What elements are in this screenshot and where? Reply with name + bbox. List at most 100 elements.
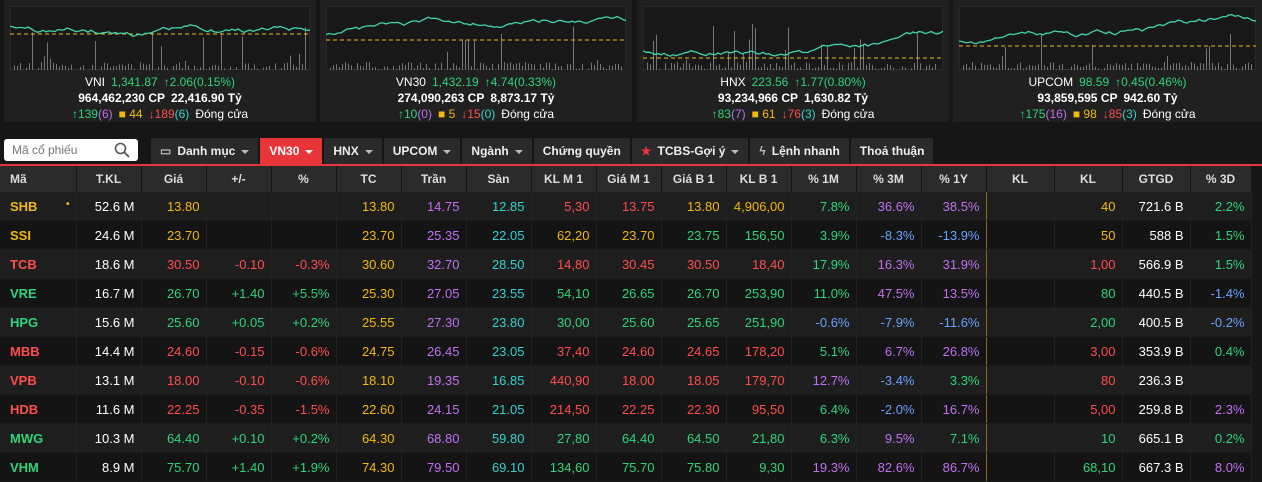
cell-sym[interactable]: SHB • xyxy=(0,192,76,221)
cell-sym[interactable]: HPG xyxy=(0,308,76,337)
chevron-down-icon[interactable] xyxy=(731,150,739,154)
column-header-10[interactable]: Giá B 1 xyxy=(661,166,726,192)
chevron-down-icon[interactable] xyxy=(515,150,523,154)
column-header-2[interactable]: Giá xyxy=(141,166,206,192)
chevron-down-icon[interactable] xyxy=(365,150,373,154)
column-header-15[interactable]: KL xyxy=(986,166,1054,192)
volume-bar xyxy=(468,41,469,70)
cell-sym[interactable]: MWG xyxy=(0,424,76,453)
tab-upcom[interactable]: UPCOM xyxy=(384,138,461,165)
column-header-7[interactable]: Sàn xyxy=(466,166,531,192)
column-header-13[interactable]: % 3M xyxy=(856,166,921,192)
index-volume: 274,090,263 CP xyxy=(398,90,485,106)
volume-bar xyxy=(504,62,505,70)
chevron-down-icon[interactable] xyxy=(241,150,249,154)
search-box[interactable] xyxy=(4,139,138,161)
column-header-1[interactable]: T.KL xyxy=(76,166,141,192)
cell-sym[interactable]: VPB xyxy=(0,366,76,395)
cell-value: 47.5% xyxy=(878,286,915,301)
tab-ng-nh[interactable]: Ngành xyxy=(462,138,531,165)
tab-ch-ng-quy-n[interactable]: Chứng quyền xyxy=(534,138,630,165)
tab-danh-m-c[interactable]: ▭Danh mục xyxy=(151,138,258,165)
cell-pct: +1.9% xyxy=(271,453,336,482)
cell-giab1: 30.50 xyxy=(661,250,726,279)
column-header-0[interactable]: Mã xyxy=(0,166,76,192)
cell-giam1: 75.70 xyxy=(596,453,661,482)
cell-sym[interactable]: VRE xyxy=(0,279,76,308)
column-header-5[interactable]: TC xyxy=(336,166,401,192)
cell-m1: 6.4% xyxy=(791,395,856,424)
volume-bar xyxy=(935,64,936,70)
column-header-6[interactable]: Trần xyxy=(401,166,466,192)
volume-bar xyxy=(710,63,711,70)
cell-value: 11.6 M xyxy=(96,402,135,417)
column-header-17[interactable]: GTGD xyxy=(1122,166,1190,192)
cell-value: 23.55 xyxy=(492,286,525,301)
volume-bar xyxy=(89,69,90,70)
advancers: ↑175(16) xyxy=(1019,106,1066,122)
volume-bar xyxy=(656,35,657,70)
cell-gtgd: 236.3 B xyxy=(1122,366,1190,395)
tab-hnx[interactable]: HNX xyxy=(324,138,381,165)
column-header-14[interactable]: % 1Y xyxy=(921,166,986,192)
volume-bar xyxy=(582,64,583,70)
advancers-count: 139 xyxy=(78,107,98,121)
column-header-4[interactable]: % xyxy=(271,166,336,192)
column-header-18[interactable]: % 3D xyxy=(1190,166,1251,192)
cell-sym[interactable]: MBB xyxy=(0,337,76,366)
volume-bar xyxy=(836,69,837,70)
volume-bar xyxy=(884,68,885,70)
cell-sym[interactable]: SSI xyxy=(0,221,76,250)
volume-bar xyxy=(866,65,867,70)
tab-tcbs-g-i-[interactable]: ★TCBS-Gợi ý xyxy=(632,138,749,165)
chevron-down-icon[interactable] xyxy=(305,150,313,154)
tab-tho-thu-n[interactable]: Thoả thuận xyxy=(851,138,934,165)
tab-label: Ngành xyxy=(471,138,508,165)
column-header-9[interactable]: Giá M 1 xyxy=(596,166,661,192)
column-header-16[interactable]: KL xyxy=(1054,166,1122,192)
chevron-down-icon[interactable] xyxy=(443,150,451,154)
search-input[interactable] xyxy=(4,139,124,161)
volume-bar xyxy=(411,63,412,70)
volume-bar xyxy=(1104,68,1105,70)
cell-sym[interactable]: HDB xyxy=(0,395,76,424)
index-volume-unit: CP xyxy=(468,91,485,105)
volume-bar xyxy=(1086,65,1087,70)
column-header-3[interactable]: +/- xyxy=(206,166,271,192)
volume-bar xyxy=(1089,63,1090,70)
tab-vn30[interactable]: VN30 xyxy=(260,138,322,165)
volume-bar xyxy=(351,65,352,70)
cell-gia: 25.60 xyxy=(141,308,206,337)
search-icon[interactable] xyxy=(114,142,130,158)
cell-sym[interactable]: VHM xyxy=(0,453,76,482)
volume-bar xyxy=(812,69,813,70)
cell-value: 14.75 xyxy=(427,199,460,214)
volume-bar xyxy=(224,68,225,70)
volume-bar xyxy=(471,66,472,70)
cell-kl1 xyxy=(986,308,1054,337)
column-header-8[interactable]: KL M 1 xyxy=(531,166,596,192)
volume-bar xyxy=(68,68,69,70)
volume-bar xyxy=(978,69,979,70)
column-header-12[interactable]: % 1M xyxy=(791,166,856,192)
volume-bar xyxy=(1110,64,1111,70)
column-header-11[interactable]: KL B 1 xyxy=(726,166,791,192)
volume-bar xyxy=(987,65,988,70)
cell-sym[interactable]: TCB xyxy=(0,250,76,279)
cell-klm1: 5,30 xyxy=(531,192,596,221)
